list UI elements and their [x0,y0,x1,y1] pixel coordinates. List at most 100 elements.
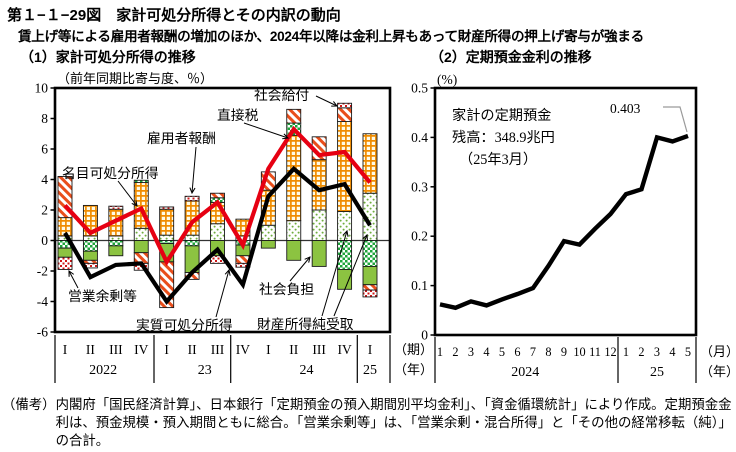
bar-segment [159,240,175,244]
bar-segment [82,259,98,264]
svg-text:3: 3 [654,345,660,359]
bar-segment [337,121,353,212]
bar-segment [57,247,73,258]
svg-text:23: 23 [198,363,212,378]
svg-text:家計の定期預金: 家計の定期預金 [452,107,551,124]
svg-text:I: I [164,342,169,357]
svg-text:IV: IV [337,342,351,357]
right-y-axis: 0.5 0.4 0.3 0.2 0.1 0 [411,81,435,343]
svg-text:11: 11 [589,345,601,359]
svg-text:0: 0 [41,233,48,248]
bar-segment [57,256,73,270]
bar-segment [362,265,378,286]
svg-text:24: 24 [299,363,313,378]
svg-text:実質可処分所得: 実質可処分所得 [136,317,233,333]
svg-text:社会負担: 社会負担 [259,282,314,297]
nominal-income-line [63,125,372,267]
bar-segment [260,240,276,249]
svg-text:III: III [109,342,123,357]
svg-text:（期）: （期） [394,342,433,357]
bar-segment [311,240,327,267]
bar-segment [337,269,353,290]
figure-title: 第１−１−29図 家計可処分所得とその内訳の動向 [7,7,341,24]
svg-text:直接税: 直接税 [217,107,259,123]
svg-text:4: 4 [41,172,48,187]
svg-text:6: 6 [41,142,48,157]
svg-text:25: 25 [650,365,664,380]
bar-segment [159,234,175,241]
svg-text:10: 10 [35,81,49,96]
svg-text:5: 5 [499,345,505,359]
bar-segment [286,240,302,261]
left-y-axis: 10 8 6 4 2 0 -2 -4 -6 [35,81,55,340]
svg-text:I: I [266,342,271,357]
svg-text:営業余剰等: 営業余剰等 [68,288,137,304]
bar-segment [362,133,378,194]
svg-text:I: I [368,342,373,357]
svg-text:0.4: 0.4 [411,130,428,145]
svg-text:7: 7 [530,345,536,359]
left-panel-title: （1）家計可処分所得の推移 [20,49,196,65]
bar-segment [337,211,353,241]
svg-text:1: 1 [623,345,629,359]
end-value-label: 0.403 [610,101,641,116]
svg-text:0: 0 [421,328,428,343]
svg-text:2: 2 [452,345,458,359]
svg-text:(%): (%) [437,72,457,87]
disposable-income-chart: （前年同期比寄与度、％） 10 8 6 4 2 0 -2 -4 -6 名目可処分所得 雇用者報酬直接税… [35,71,433,383]
figure-subtitle: 賃上げ等による雇用者報酬の増加のほか、2024年以降は金利上昇もあって財産所得の… [18,29,644,44]
svg-text:1: 1 [437,345,443,359]
svg-text:I: I [63,342,68,357]
bar-segment [159,206,175,210]
bar-segment [260,224,276,241]
svg-text:4: 4 [669,345,675,359]
svg-text:II: II [86,342,95,357]
svg-text:2022: 2022 [89,363,117,378]
svg-text:IV: IV [134,342,148,357]
svg-text:-4: -4 [37,294,48,309]
svg-text:10: 10 [573,345,585,359]
svg-text:雇用者報酬: 雇用者報酬 [147,130,216,146]
svg-text:5: 5 [685,345,691,359]
svg-text:社会給付: 社会給付 [254,88,309,103]
bar-segment [133,227,149,241]
source-note: （備考） 内閣府「国民経済計算」、日本銀行「定期預金の預入期間別平均金利」、「資… [2,396,734,451]
svg-text:（月）: （月） [700,344,736,359]
svg-text:残高：348.9兆円: 残高：348.9兆円 [452,129,555,146]
bar-segment [337,102,353,109]
right-panel-title: （2）定期預金金利の推移 [430,49,592,65]
svg-text:9: 9 [561,345,567,359]
svg-text:（前年同期比寄与度、％）: （前年同期比寄与度、％） [57,71,213,86]
bar-segment [210,223,225,241]
bar-segment [82,250,98,261]
bar-segment [184,234,200,241]
bar-segment [286,134,302,222]
svg-text:-2: -2 [37,264,48,279]
bar-segment [337,107,353,122]
svg-text:0.2: 0.2 [411,229,428,244]
svg-text:3: 3 [468,345,474,359]
svg-text:名目可処分所得: 名目可処分所得 [62,165,159,181]
svg-text:2: 2 [41,203,48,218]
bar-segment [362,289,378,298]
bar-segment [210,192,225,199]
svg-text:6: 6 [514,345,520,359]
bar-segment [159,208,175,236]
svg-text:12: 12 [604,345,616,359]
bar-segment [286,220,302,241]
svg-text:II: II [188,342,197,357]
svg-text:4: 4 [483,345,489,359]
svg-text:財産所得純受取: 財産所得純受取 [257,316,354,332]
svg-text:III: III [312,342,326,357]
bar-segment [108,235,124,241]
bar-segment [286,108,302,124]
svg-text:IV: IV [236,342,250,357]
svg-text:0.5: 0.5 [411,81,428,96]
svg-text:III: III [211,342,225,357]
source-note-text: 内閣府「国民経済計算」、日本銀行「定期預金の預入期間別平均金利」、「資金循環統計… [55,397,732,449]
